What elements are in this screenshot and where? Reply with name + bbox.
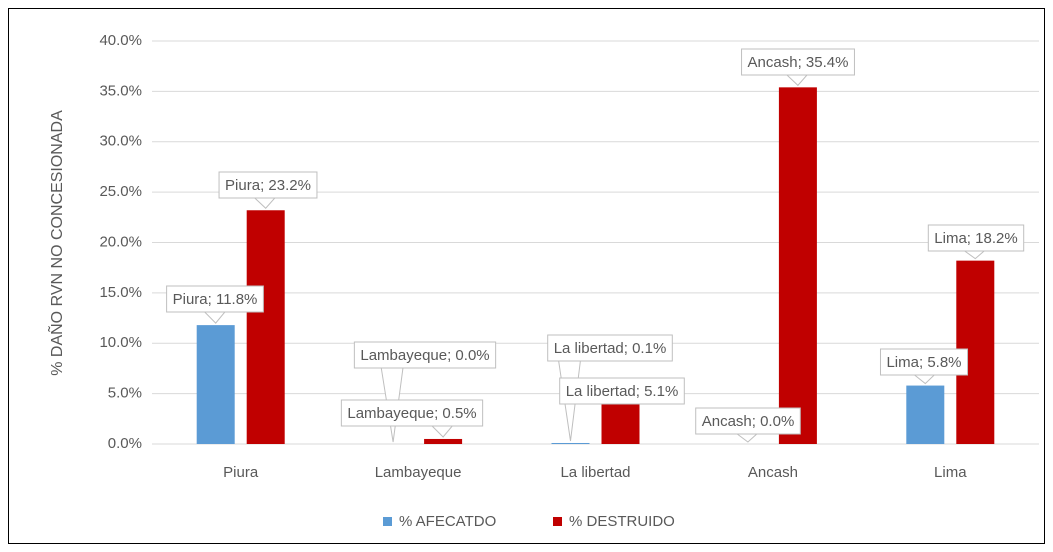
bar bbox=[196, 325, 235, 444]
data-label: Lambayeque; 0.5% bbox=[347, 405, 476, 422]
y-tick-label: 0.0% bbox=[108, 435, 142, 452]
bar bbox=[424, 438, 463, 444]
y-tick-label: 20.0% bbox=[99, 233, 142, 250]
callout-box bbox=[741, 48, 855, 76]
legend-label: % DESTRUIDO bbox=[569, 513, 675, 530]
legend-label: % AFECATDO bbox=[399, 513, 496, 530]
y-tick-label: 10.0% bbox=[99, 334, 142, 351]
y-tick-label: 30.0% bbox=[99, 133, 142, 150]
y-tick-label: 40.0% bbox=[99, 32, 142, 49]
legend-swatch bbox=[553, 517, 562, 526]
x-tick-label: Ancash bbox=[748, 464, 798, 481]
x-tick-label: Piura bbox=[223, 464, 259, 481]
callout-box bbox=[927, 224, 1025, 252]
bar bbox=[778, 87, 817, 444]
x-tick-label: Lima bbox=[934, 464, 967, 481]
callout-box bbox=[166, 285, 264, 313]
x-tick-label: Lambayeque bbox=[375, 464, 462, 481]
bar bbox=[551, 442, 590, 444]
y-tick-label: 15.0% bbox=[99, 284, 142, 301]
callout-box bbox=[340, 399, 484, 427]
callout-box bbox=[353, 341, 497, 369]
data-label: Piura; 23.2% bbox=[225, 177, 311, 194]
y-tick-label: 5.0% bbox=[108, 385, 142, 402]
y-axis-label: % DAÑO RVN NO CONCESIONADA bbox=[46, 110, 66, 376]
x-tick-label: La libertad bbox=[560, 464, 630, 481]
bar bbox=[246, 210, 285, 444]
data-label: La libertad; 5.1% bbox=[566, 383, 679, 400]
data-label: Lima; 5.8% bbox=[886, 354, 961, 371]
data-label: La libertad; 0.1% bbox=[554, 340, 667, 357]
y-tick-label: 25.0% bbox=[99, 183, 142, 200]
data-label: Ancash; 0.0% bbox=[702, 413, 795, 430]
data-label: Lambayeque; 0.0% bbox=[360, 347, 489, 364]
callout-box bbox=[695, 407, 801, 435]
data-label: Lima; 18.2% bbox=[934, 230, 1017, 247]
chart-border bbox=[8, 8, 1045, 544]
data-label: Piura; 11.8% bbox=[173, 291, 258, 308]
callout-box bbox=[879, 348, 969, 376]
callout-box bbox=[559, 377, 685, 405]
callout-box bbox=[218, 171, 318, 199]
legend-swatch bbox=[383, 517, 392, 526]
bar bbox=[906, 385, 945, 444]
callout-box bbox=[547, 334, 673, 362]
data-label: Ancash; 35.4% bbox=[748, 54, 849, 71]
y-tick-label: 35.0% bbox=[99, 82, 142, 99]
